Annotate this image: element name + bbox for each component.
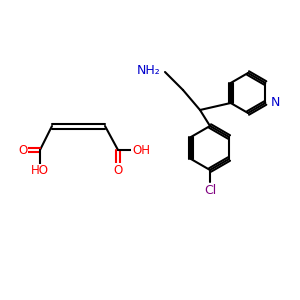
Text: Cl: Cl — [204, 184, 216, 196]
Text: N: N — [270, 97, 280, 110]
Text: NH₂: NH₂ — [136, 64, 160, 76]
Text: O: O — [18, 143, 28, 157]
Text: O: O — [113, 164, 123, 176]
Text: HO: HO — [31, 164, 49, 178]
Text: OH: OH — [132, 143, 150, 157]
